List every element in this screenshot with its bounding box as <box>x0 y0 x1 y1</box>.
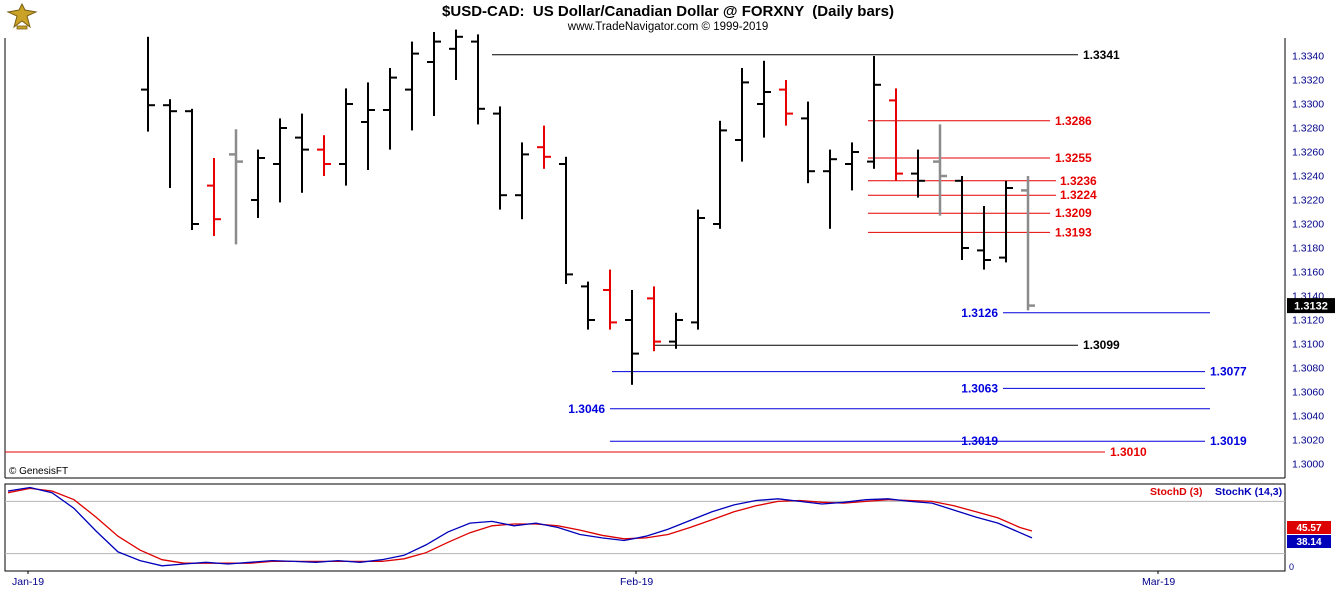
stochd-value: 45.57 <box>1296 523 1321 534</box>
level-label: 1.3099 <box>1083 338 1120 352</box>
ohlc-bar <box>955 176 969 260</box>
ohlc-bar <box>207 158 221 236</box>
ohlc-bar <box>229 129 243 245</box>
price-axis-label: 1.3080 <box>1292 363 1324 375</box>
ohlc-bar <box>999 180 1013 263</box>
ohlc-bar <box>493 106 507 210</box>
ohlc-bar <box>977 206 991 270</box>
ohlc-bar <box>295 113 309 193</box>
ohlc-bar <box>515 142 529 220</box>
ohlc-bar <box>845 142 859 191</box>
genesis-copyright: © GenesisFT <box>9 466 68 477</box>
ohlc-bar <box>691 209 705 330</box>
ohlc-bar <box>1021 176 1035 311</box>
ohlc-bar <box>669 312 683 349</box>
ohlc-bar <box>449 29 463 80</box>
level-label: 1.3077 <box>1210 365 1247 379</box>
ohlc-bar <box>779 80 793 126</box>
stoch-values: 45.57 38.14 <box>1287 521 1331 548</box>
last-price-tag: 1.3132 <box>1287 298 1335 314</box>
price-axis-label: 1.3320 <box>1292 75 1324 87</box>
level-label: 1.3193 <box>1055 225 1092 239</box>
price-axis-label: 1.3200 <box>1292 219 1324 231</box>
time-axis-label: Feb-19 <box>620 576 653 588</box>
price-axis-label: 1.3020 <box>1292 435 1324 447</box>
time-axis: Jan-19 Feb-19 Mar-19 <box>12 571 1175 588</box>
ohlc-bar <box>735 68 749 162</box>
ohlc-bar <box>251 149 265 218</box>
price-axis-label: 1.3240 <box>1292 171 1324 183</box>
level-label: 1.3010 <box>1110 445 1147 459</box>
price-axis-label: 1.3280 <box>1292 123 1324 135</box>
ohlc-bar <box>713 120 727 229</box>
ohlc-bar <box>911 149 925 198</box>
ohlc-bar <box>383 68 397 150</box>
level-label: 1.3019 <box>1210 434 1247 448</box>
ohlc-bar <box>471 34 485 125</box>
price-axis-label: 1.3040 <box>1292 411 1324 423</box>
ohlc-bar <box>801 101 815 184</box>
price-axis-label: 1.3300 <box>1292 99 1324 111</box>
level-label: 1.3126 <box>961 306 998 320</box>
price-axis-label: 1.3260 <box>1292 147 1324 159</box>
level-label: 1.3341 <box>1083 48 1120 62</box>
ohlc-bar <box>603 269 617 330</box>
stochk-legend[interactable]: StochK (14,3) <box>1215 486 1282 498</box>
ohlc-bar <box>559 156 573 284</box>
price-axis[interactable]: 1.3340 1.3320 1.3300 1.3280 1.3260 1.3240 1.32… <box>1292 51 1324 471</box>
price-axis-label: 1.3160 <box>1292 267 1324 279</box>
ohlc-bar <box>273 118 287 203</box>
genesis-logo <box>6 2 38 31</box>
main-price-chart[interactable]: © GenesisFT <box>4 38 1286 479</box>
price-axis-label: 1.3000 <box>1292 459 1324 471</box>
level-label: 1.3019 <box>961 434 998 448</box>
stoch-zero-label: 0 <box>1289 562 1294 572</box>
ohlc-bar <box>867 56 881 169</box>
level-label: 1.3224 <box>1060 188 1097 202</box>
ohlc-bar <box>361 82 375 170</box>
ohlc-bar <box>537 125 551 169</box>
price-axis-label: 1.3180 <box>1292 243 1324 255</box>
ohlc-bar <box>933 124 947 216</box>
ohlc-bar <box>625 290 639 385</box>
time-axis-label: Mar-19 <box>1142 576 1175 588</box>
stoch-line-stochk <box>7 486 1033 567</box>
ohlc-bar <box>581 281 595 330</box>
price-axis-label: 1.3100 <box>1292 339 1324 351</box>
ohlc-bar <box>823 149 837 229</box>
ohlc-bar <box>339 88 353 186</box>
price-axis-label: 1.3340 <box>1292 51 1324 63</box>
level-label: 1.3046 <box>568 402 605 416</box>
time-axis-label: Jan-19 <box>12 576 44 588</box>
ohlc-bar <box>185 108 199 230</box>
price-axis-label: 1.3060 <box>1292 387 1324 399</box>
ohlc-bar <box>405 41 419 131</box>
stochastic-panel[interactable]: StochD (3) StochK (14,3) 0 <box>4 483 1294 572</box>
ohlc-bar <box>757 60 771 138</box>
level-label: 1.3286 <box>1055 114 1092 128</box>
stochk-value: 38.14 <box>1296 537 1321 548</box>
ohlc-bar <box>889 88 903 181</box>
ohlc-bar <box>647 286 661 352</box>
stochd-legend[interactable]: StochD (3) <box>1150 486 1203 498</box>
ohlc-bar <box>163 99 177 188</box>
level-label: 1.3209 <box>1055 206 1092 220</box>
price-axis-label: 1.3120 <box>1292 315 1324 327</box>
ohlc-bar <box>317 135 331 176</box>
level-label: 1.3255 <box>1055 151 1092 165</box>
ohlc-bars <box>141 29 1035 385</box>
level-label: 1.3236 <box>1060 174 1097 188</box>
price-axis-label: 1.3220 <box>1292 195 1324 207</box>
ohlc-bar <box>141 36 155 132</box>
ohlc-bar <box>427 32 441 116</box>
last-price-value: 1.3132 <box>1294 301 1328 313</box>
level-label: 1.3063 <box>961 381 998 395</box>
genesis-logo-icon <box>6 2 38 30</box>
